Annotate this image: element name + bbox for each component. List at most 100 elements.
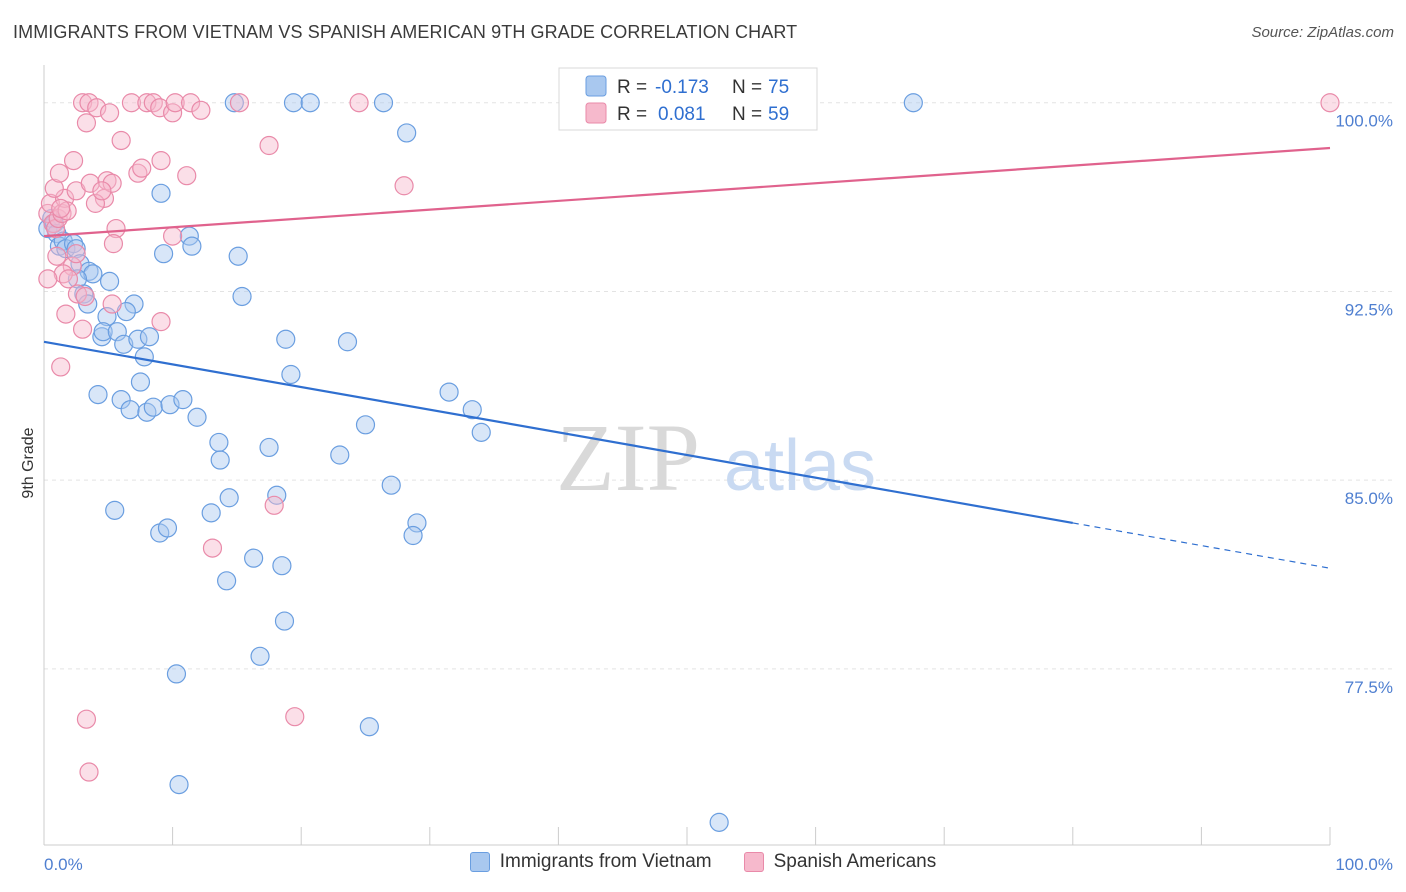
vietnam-point: [403, 525, 423, 546]
spanish-point: [103, 234, 124, 254]
vietnam-point: [274, 611, 295, 631]
vietnam-point: [224, 93, 244, 113]
legend-item-vietnam: Immigrants from Vietnam: [469, 851, 712, 873]
spanish-point: [87, 98, 107, 118]
vietnam-point: [128, 329, 148, 349]
vietnam-point: [903, 93, 923, 113]
spanish-point: [94, 188, 115, 208]
stats-legend-swatch-spanish: [585, 102, 607, 124]
spanish-point: [165, 93, 185, 113]
vietnam-point: [210, 450, 230, 470]
trend-line-vietnam: [43, 340, 1073, 525]
legend-label-vietnam: Immigrants from Vietnam: [499, 851, 712, 872]
vietnam-point: [134, 347, 154, 367]
vietnam-point: [359, 717, 379, 737]
spanish-point: [67, 284, 88, 304]
spanish-point: [80, 173, 100, 193]
trend-lines: [43, 146, 1331, 569]
vietnam-point: [250, 646, 270, 666]
spanish-point: [177, 166, 197, 186]
y-tick-label: 77.5%: [1345, 678, 1393, 697]
y-tick-labels: 100.0% 92.5% 85.0% 77.5%: [1335, 112, 1393, 697]
x-tick-label-max: 100.0%: [1335, 855, 1393, 874]
stats-r-value-1: -0.173: [655, 77, 709, 98]
vietnam-point: [107, 322, 127, 342]
spanish-point: [202, 538, 223, 558]
spanish-point: [49, 163, 70, 183]
x-tick-label-min: 0.0%: [44, 855, 83, 874]
spanish-point: [349, 93, 369, 113]
vietnam-point: [244, 548, 264, 568]
spanish-point: [102, 173, 122, 193]
stats-n-label-1: N =: [732, 77, 762, 98]
vietnam-point: [281, 364, 301, 385]
stats-n-value-1: 75: [768, 77, 789, 98]
watermark: ZIP atlas: [556, 404, 876, 511]
legend-swatch-spanish: [743, 852, 764, 872]
vietnam-point: [130, 372, 151, 392]
trend-line-spanish: [43, 146, 1331, 238]
vietnam-point: [232, 286, 252, 307]
stats-n-label-2: N =: [732, 104, 762, 125]
spanish-point: [150, 98, 170, 118]
vietnam-point: [381, 475, 401, 495]
spanish-point: [285, 707, 305, 727]
vietnam-point: [120, 400, 140, 420]
spanish-point: [111, 130, 131, 151]
vietnam-point: [337, 332, 358, 352]
vietnam-point: [201, 503, 221, 523]
spanish-point: [79, 762, 99, 782]
vietnam-point: [187, 407, 207, 427]
legend-label-spanish: Spanish Americans: [773, 851, 937, 872]
legend-swatch-vietnam: [469, 852, 490, 872]
stats-r-value-2: 0.081: [658, 104, 706, 125]
vietnam-point: [462, 400, 482, 420]
spanish-point: [163, 226, 183, 246]
vietnam-point: [97, 307, 117, 327]
spanish-point: [151, 312, 171, 332]
vietnam-point: [137, 402, 157, 422]
stats-r-label-2: R =: [617, 104, 647, 125]
vietnam-point: [114, 334, 134, 354]
vietnam-point: [83, 264, 103, 284]
series-vietnam-points: [38, 93, 923, 832]
y-tick-label: 85.0%: [1345, 489, 1393, 508]
spanish-point: [143, 93, 163, 113]
spanish-point: [92, 181, 112, 201]
spanish-point: [56, 304, 76, 324]
vietnam-point: [373, 93, 394, 113]
bottom-legend: Immigrants from Vietnam Spanish American…: [0, 851, 1406, 873]
vietnam-point: [709, 812, 729, 832]
spanish-point: [47, 246, 67, 266]
vietnam-point: [78, 294, 98, 314]
spanish-point: [72, 319, 93, 339]
trend-line-extension-vietnam: [1072, 522, 1331, 569]
spanish-point: [137, 93, 157, 113]
spanish-point: [51, 357, 71, 377]
vietnam-point: [276, 329, 296, 349]
x-tick-labels: 0.0% 100.0%: [44, 855, 1393, 874]
vietnam-point: [173, 390, 193, 410]
watermark-zip: ZIP: [556, 404, 700, 511]
gridlines: [44, 102, 1392, 670]
vietnam-point: [143, 397, 163, 417]
spanish-point: [51, 198, 71, 219]
spanish-point: [259, 135, 279, 156]
spanish-point: [63, 151, 84, 171]
spanish-point: [44, 178, 64, 198]
vietnam-point: [139, 327, 160, 347]
vietnam-point: [157, 518, 178, 538]
vietnam-point: [330, 445, 350, 465]
spanish-point: [229, 93, 250, 113]
vietnam-point: [259, 437, 279, 458]
y-tick-label: 92.5%: [1345, 300, 1393, 319]
vietnam-point: [169, 775, 189, 795]
vietnam-point: [272, 556, 292, 576]
spanish-point: [66, 244, 86, 264]
spanish-point: [181, 93, 201, 113]
series-spanish-points: [38, 93, 1340, 782]
spanish-point: [85, 193, 106, 213]
vietnam-point: [355, 415, 376, 435]
vietnam-point: [160, 395, 180, 415]
